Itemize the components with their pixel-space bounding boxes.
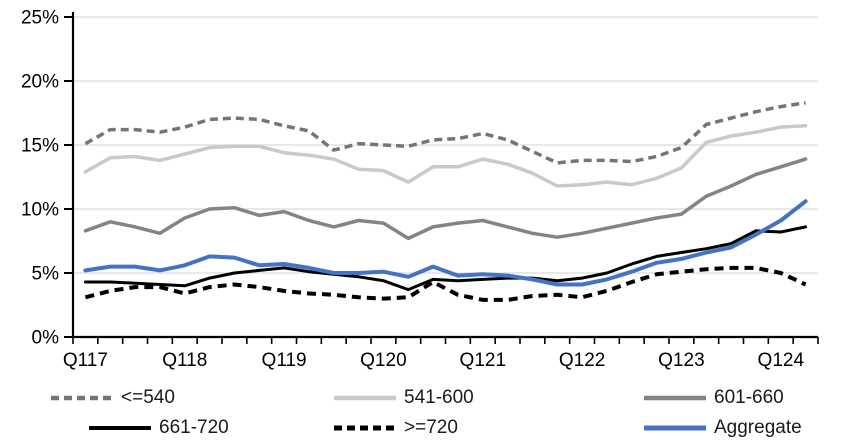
series-line-ge-720 xyxy=(84,265,807,302)
y-tick-label-10%: 10% xyxy=(21,200,59,221)
y-tick-label-20%: 20% xyxy=(21,72,59,93)
legend-label-aggregate: Aggregate xyxy=(714,417,802,438)
x-tick-label-Q123: Q123 xyxy=(658,350,704,371)
legend-label-ge-720: >=720 xyxy=(404,417,458,438)
series-line-aggregate xyxy=(83,199,808,287)
plot-area: 0% 5% 10% 15% 20% 25% Q117 Q118 Q119 Q120 Q121 Q122… xyxy=(21,8,819,371)
y-tick-label-15%: 15% xyxy=(21,136,59,157)
legend-item-ge-720: >=720 xyxy=(333,418,458,438)
legend-item-661-720: 661-720 xyxy=(88,418,229,438)
legend-label-661-720: 661-720 xyxy=(159,417,229,438)
legend-swatch-541-600 xyxy=(333,394,397,402)
legend-item-aggregate: Aggregate xyxy=(643,418,802,438)
legend-label-541-600: 541-600 xyxy=(404,387,474,408)
x-tick-label-Q120: Q120 xyxy=(360,350,406,371)
legend-item-601-660: 601-660 xyxy=(643,388,784,408)
x-tick-label-Q117: Q117 xyxy=(63,350,108,371)
series-line-le-540 xyxy=(84,101,806,165)
series-line-541-600 xyxy=(83,124,808,188)
y-tick-label-25%: 25% xyxy=(21,8,59,29)
series-line-601-660 xyxy=(83,157,808,241)
legend-swatch-601-660 xyxy=(643,394,707,402)
y-tick-label-5%: 5% xyxy=(32,264,60,285)
legend-item-le-540: <=540 xyxy=(50,388,175,408)
legend-item-541-600: 541-600 xyxy=(333,388,474,408)
legend-swatch-le-540 xyxy=(50,394,114,402)
x-tick-label-Q122: Q122 xyxy=(559,350,605,371)
legend-swatch-aggregate xyxy=(643,424,707,432)
x-tick-label-Q118: Q118 xyxy=(162,350,207,371)
x-tick-label-Q121: Q121 xyxy=(460,350,506,371)
series-line-661-720 xyxy=(83,225,808,292)
legend-label-601-660: 601-660 xyxy=(714,387,784,408)
legend-swatch-661-720 xyxy=(88,424,152,432)
y-tick-label-0%: 0% xyxy=(32,328,60,349)
x-tick-label-Q119: Q119 xyxy=(262,350,307,371)
legend-label-le-540: <=540 xyxy=(121,387,175,408)
x-tick-label-Q124: Q124 xyxy=(758,350,805,371)
legend-swatch-ge-720 xyxy=(333,424,397,432)
